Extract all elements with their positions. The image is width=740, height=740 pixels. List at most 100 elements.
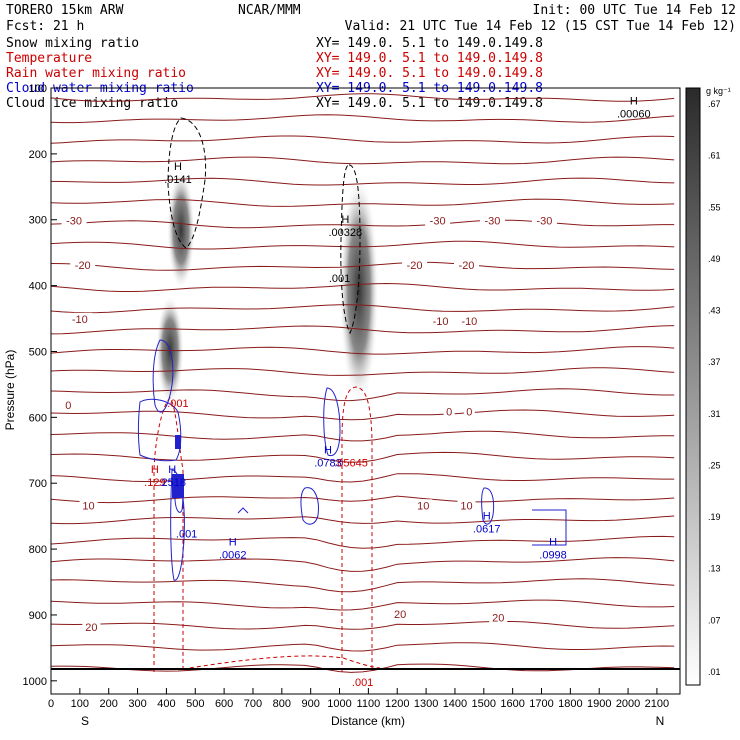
isotherm-label-bg-14 bbox=[414, 499, 433, 512]
cloud-ice-contour-right bbox=[340, 164, 361, 335]
isotherm-line-25 bbox=[51, 620, 675, 630]
plot-area: H.0141H.00328.001H.00060.001H.0783.05645… bbox=[51, 93, 675, 689]
isotherm-label-bg-1 bbox=[425, 214, 451, 227]
maximum-value-11: .0617 bbox=[473, 523, 501, 535]
x-tick-label-0: 0 bbox=[48, 698, 54, 710]
isotherm-line-14 bbox=[51, 388, 675, 402]
isotherm-label-bg-12 bbox=[463, 405, 475, 418]
isotherm-label-bg-18 bbox=[489, 611, 508, 624]
isotherm-line-21 bbox=[51, 535, 675, 549]
maximum-mark-11: H bbox=[483, 510, 491, 522]
x-tick-label-20: 2000 bbox=[616, 698, 640, 710]
cloud-water-contour-9 bbox=[237, 507, 249, 514]
rain-contour-right bbox=[341, 386, 373, 672]
rain-contour-ground bbox=[182, 655, 381, 670]
isotherm-label-12: 0 bbox=[466, 407, 472, 419]
isotherm-label-bg-15 bbox=[457, 499, 476, 512]
isotherm-label-2: -30 bbox=[485, 216, 501, 228]
isotherm-label-bg-0 bbox=[61, 214, 87, 227]
x-tick-label-6: 600 bbox=[215, 698, 233, 710]
isotherm-label-bg-17 bbox=[391, 607, 410, 620]
isotherm-label-bg-5 bbox=[402, 258, 428, 271]
y-tick-label-8: 900 bbox=[29, 610, 47, 622]
y-tick-label-5: 600 bbox=[29, 412, 47, 424]
isotherm-label-10: 0 bbox=[65, 400, 71, 412]
cloud-ice-contour-left bbox=[167, 117, 207, 249]
isotherm-label-16: 20 bbox=[85, 622, 97, 634]
x-tick-label-14: 1400 bbox=[443, 698, 467, 710]
maximum-value-2: .001 bbox=[329, 273, 350, 285]
isotherm-label-7: -10 bbox=[72, 314, 88, 326]
y-axis-title: Pressure (hPa) bbox=[3, 350, 17, 431]
cloud-water-core-block-1 bbox=[172, 474, 184, 498]
y-tick-label-0: 100 bbox=[29, 83, 47, 95]
maximum-value-5: .0783 bbox=[314, 457, 342, 469]
maximum-value-9: .001 bbox=[176, 529, 197, 541]
snow-plume-left-upper bbox=[167, 170, 195, 290]
colorbar-label-9: .55 bbox=[708, 202, 721, 212]
org-title: NCAR/MMM bbox=[238, 3, 301, 18]
maxima-labels: H.0141H.00328.001H.00060.001H.0783.05645… bbox=[144, 95, 651, 688]
isotherm-label-bg-13 bbox=[79, 499, 98, 512]
x-tick-label-11: 1100 bbox=[357, 698, 381, 710]
cloud-water-contour-6 bbox=[300, 487, 319, 525]
isotherm-label-9: -10 bbox=[461, 316, 477, 328]
cloud-water-contour-8 bbox=[532, 509, 567, 546]
isotherm-label-11: 0 bbox=[446, 407, 452, 419]
colorbar-label-0: .01 bbox=[708, 667, 721, 677]
isotherm-label-1: -30 bbox=[430, 216, 446, 228]
cloud-water-contour-2 bbox=[138, 398, 182, 462]
x-axis: 0 100 200 300 400 500 600 700 800 900 1000 1100 1200… bbox=[48, 688, 669, 710]
maximum-value-13: .001 bbox=[352, 677, 373, 689]
x-tick-label-18: 1800 bbox=[558, 698, 582, 710]
maximum-mark-3: H bbox=[630, 95, 638, 107]
colorbar-label-6: .37 bbox=[708, 357, 721, 367]
x-tick-label-4: 400 bbox=[157, 698, 175, 710]
plot-frame bbox=[50, 87, 681, 695]
isotherm-label-4: -20 bbox=[75, 260, 91, 272]
isotherm-line-12 bbox=[51, 346, 675, 355]
colorbar: g kg⁻¹ .01 .07 .13 .19 .25 .31 .37 .43 .49 .55 .61… bbox=[685, 86, 731, 686]
x-tick-label-3: 300 bbox=[128, 698, 146, 710]
colorbar-labels: .01 .07 .13 .19 .25 .31 .37 .43 .49 .55 .61 .67 bbox=[708, 99, 721, 677]
x-tick-label-9: 900 bbox=[301, 698, 319, 710]
isotherm-line-22 bbox=[51, 557, 675, 572]
maximum-value-0: .0141 bbox=[164, 174, 192, 186]
x-tick-label-19: 1900 bbox=[587, 698, 611, 710]
isotherm-label-18: 20 bbox=[492, 612, 504, 624]
isotherm-line-15 bbox=[51, 409, 675, 421]
isotherm-line-19 bbox=[51, 495, 675, 504]
isotherm-line-23 bbox=[51, 578, 675, 593]
maximum-mark-7: H bbox=[151, 464, 159, 476]
north-label: N bbox=[656, 714, 665, 728]
isotherm-label-bg-10 bbox=[62, 399, 74, 412]
colorbar-label-2: .13 bbox=[708, 564, 721, 574]
isotherm-line-1 bbox=[51, 114, 675, 124]
y-tick-label-6: 700 bbox=[29, 478, 47, 490]
maximum-mark-10: H bbox=[229, 537, 237, 549]
x-tick-label-21: 2100 bbox=[645, 698, 669, 710]
cloud-water-contour-1 bbox=[152, 339, 174, 413]
field-name-temperature: Temperature bbox=[6, 51, 92, 66]
model-title: TORERO 15km ARW bbox=[6, 3, 124, 18]
y-axis: 100 200 300 400 500 600 700 800 900 1000 bbox=[23, 83, 57, 688]
isotherm-line-26 bbox=[51, 642, 675, 652]
x-tick-label-17: 1700 bbox=[529, 698, 553, 710]
colorbar-label-1: .07 bbox=[708, 615, 721, 625]
isotherm-label-15: 10 bbox=[460, 500, 472, 512]
isotherm-label-3: -30 bbox=[536, 216, 552, 228]
y-tick-label-4: 500 bbox=[29, 346, 47, 358]
colorbar-label-10: .61 bbox=[708, 151, 721, 161]
maximum-value-12: .0998 bbox=[539, 550, 567, 562]
x-tick-label-16: 1600 bbox=[500, 698, 524, 710]
isotherm-label-bg-16 bbox=[82, 621, 101, 634]
isotherm-label-bg-9 bbox=[456, 314, 482, 327]
maximum-value-4: .001 bbox=[167, 398, 188, 410]
isotherm-labels: -30 -30 -30 -30 -20 -20 -20 -10 -10 -10 0 0 0 10 10 10 2… bbox=[61, 214, 557, 634]
isotherm-line-5 bbox=[51, 198, 675, 207]
y-tick-label-3: 400 bbox=[29, 281, 47, 293]
cloud-ice-contours bbox=[167, 117, 361, 335]
maximum-value-6: .05645 bbox=[334, 457, 368, 469]
isotherm-line-3 bbox=[51, 156, 675, 165]
